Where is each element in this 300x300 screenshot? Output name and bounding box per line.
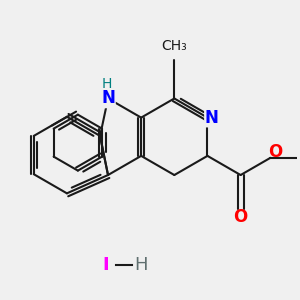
Text: CH₃: CH₃ <box>161 39 187 53</box>
Text: N: N <box>205 109 219 127</box>
Text: N: N <box>101 89 115 107</box>
Text: O: O <box>268 143 282 161</box>
Text: I: I <box>103 256 109 274</box>
Text: O: O <box>233 208 248 226</box>
Text: H: H <box>101 77 112 91</box>
Text: H: H <box>134 256 148 274</box>
